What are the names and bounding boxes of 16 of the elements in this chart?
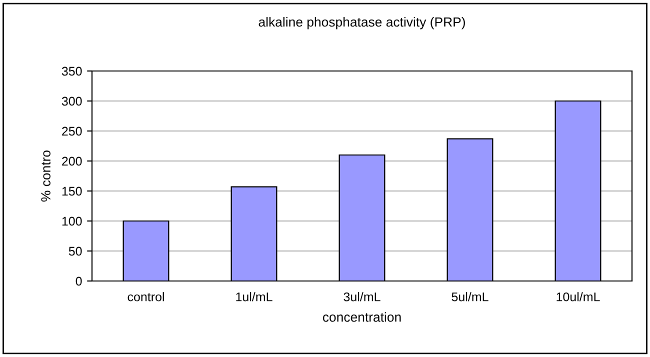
x-tick-label: 3ul/mL: [344, 292, 380, 302]
y-tick-label: 50: [68, 246, 82, 256]
x-tick-label: 1ul/mL: [236, 292, 272, 302]
y-tick-label: 100: [62, 216, 82, 226]
y-axis-title: % contro: [41, 150, 50, 202]
chart-title: alkaline phosphatase activity (PRP): [258, 16, 465, 30]
y-tick-label: 250: [62, 126, 82, 136]
y-tick-label: 300: [62, 96, 82, 106]
x-tick-label: 5ul/mL: [452, 292, 488, 302]
y-tick-label: 200: [62, 156, 82, 166]
x-tick-label: 10ul/mL: [556, 292, 600, 302]
y-tick-label: 350: [62, 66, 82, 76]
x-axis-title: concentration: [322, 312, 401, 322]
y-tick-label: 0: [76, 276, 82, 286]
y-tick-label: 150: [62, 186, 82, 196]
x-tick-label: control: [128, 292, 164, 302]
